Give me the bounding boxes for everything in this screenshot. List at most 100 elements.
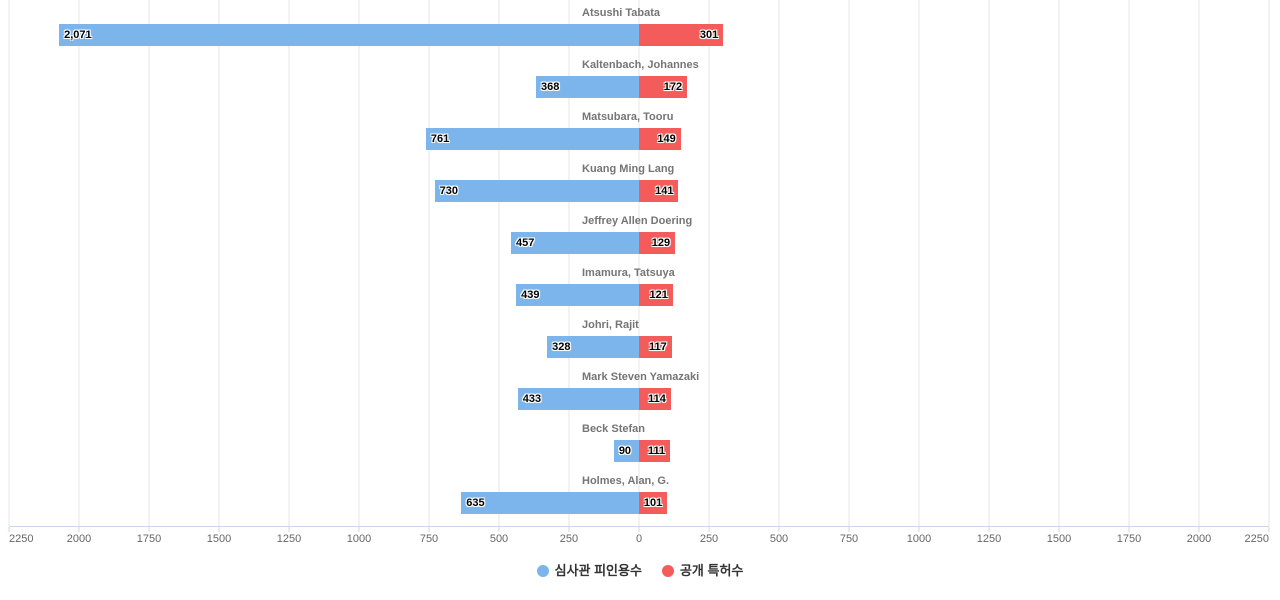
bar-examiner-citations[interactable]: 2,071 [59, 24, 639, 46]
axis-tick [1198, 527, 1200, 532]
bar-value-label: 111 [647, 445, 666, 457]
axis-tick [1058, 527, 1060, 532]
bar-published-patents[interactable]: 117 [639, 336, 672, 358]
chart-row: Holmes, Alan, G. 635 101 [9, 468, 1269, 520]
category-label: Mark Steven Yamazaki [582, 371, 700, 383]
bar-value-label: 172 [663, 81, 683, 93]
bar-value-label: 328 [552, 341, 571, 353]
axis-tick [988, 527, 990, 532]
plot-area: Atsushi Tabata 2,071 301 Kaltenbach, Johann… [8, 0, 1270, 532]
legend-marker-circle [536, 565, 549, 577]
chart-row: Atsushi Tabata 2,071 301 [9, 0, 1269, 52]
bar-published-patents[interactable]: 149 [639, 128, 681, 150]
legend-label: 공개 특허수 [679, 563, 744, 578]
bar-value-label: 439 [521, 289, 540, 301]
chart-rows: Atsushi Tabata 2,071 301 Kaltenbach, Johann… [9, 0, 1269, 520]
bar-value-label: 2,071 [64, 29, 92, 41]
bar-value-label: 121 [649, 289, 668, 301]
gridline [848, 0, 850, 526]
bar-examiner-citations[interactable]: 761 [425, 128, 639, 150]
axis-tick-label: 1250 [976, 533, 1002, 545]
axis-tick [918, 527, 920, 532]
bar-value-label: 117 [649, 341, 667, 353]
axis-tick-label: 250 [559, 533, 579, 545]
gridline [1198, 0, 1200, 526]
bar-published-patents[interactable]: 101 [639, 492, 668, 514]
chart-row: Johri, Rajit 328 117 [9, 312, 1269, 364]
bar-value-label: 635 [466, 497, 485, 509]
axis-tick [1268, 527, 1270, 532]
axis-tick [1128, 527, 1130, 532]
category-label: Matsubara, Tooru [582, 111, 674, 123]
bar-published-patents[interactable]: 129 [639, 232, 676, 254]
bar-value-label: 129 [651, 237, 671, 249]
axis-tick [428, 527, 430, 532]
gridline [148, 0, 150, 526]
axis-tick [288, 527, 290, 532]
axis-tick-label: 250 [699, 533, 719, 545]
gridline [218, 0, 220, 526]
gridline [78, 0, 80, 526]
category-label: Atsushi Tabata [582, 7, 661, 19]
category-label: Imamura, Tatsuya [582, 267, 675, 279]
chart-row: Kuang Ming Lang 730 141 [9, 156, 1269, 208]
axis-tick [708, 527, 710, 532]
gridline [288, 0, 290, 526]
axis-tick-label: 1500 [1046, 533, 1072, 545]
bar-value-label: 457 [516, 237, 535, 249]
bar-published-patents[interactable]: 121 [639, 284, 673, 306]
chart-row: Mark Steven Yamazaki 433 114 [9, 364, 1269, 416]
gridline [778, 0, 780, 526]
gridline [568, 0, 570, 526]
gridline [918, 0, 920, 526]
axis-tick-label: 1750 [1116, 533, 1142, 545]
bar-published-patents[interactable]: 111 [639, 440, 671, 462]
bar-examiner-citations[interactable]: 730 [434, 180, 639, 202]
axis-tick-label: 500 [769, 533, 789, 545]
gridline [708, 0, 710, 526]
bar-examiner-citations[interactable]: 90 [613, 440, 639, 462]
axis-tick-label: 0 [635, 533, 643, 545]
bar-examiner-citations[interactable]: 433 [517, 388, 639, 410]
bar-value-label: 114 [648, 393, 666, 405]
legend-item-published-patents[interactable]: 공개 특허수 [661, 563, 744, 579]
axis-tick-label: 2250 [1244, 533, 1269, 545]
axis-tick [78, 527, 80, 532]
axis-tick-label: 1750 [136, 533, 162, 545]
chart-row: Matsubara, Tooru 761 149 [9, 104, 1269, 156]
bar-published-patents[interactable]: 114 [639, 388, 671, 410]
axis-tick-label: 1000 [906, 533, 932, 545]
legend-marker-circle [661, 565, 674, 577]
gridline [1268, 0, 1270, 526]
bar-examiner-citations[interactable]: 368 [535, 76, 639, 98]
bar-value-label: 101 [643, 497, 663, 509]
axis-tick-label: 750 [419, 533, 439, 545]
category-label: Jeffrey Allen Doering [582, 215, 693, 227]
bar-value-label: 90 [618, 445, 632, 457]
axis-tick [218, 527, 220, 532]
gridline [638, 0, 640, 526]
x-axis-labels: 2250 2000 1750 1500 1250 1000 750 500 250 0 250 500… [9, 533, 1269, 549]
axis-tick [148, 527, 150, 532]
bar-examiner-citations[interactable]: 328 [547, 336, 639, 358]
axis-tick [778, 527, 780, 532]
axis-tick [498, 527, 500, 532]
bar-value-label: 141 [655, 185, 674, 197]
gridline [498, 0, 500, 526]
axis-tick [848, 527, 850, 532]
bar-examiner-citations[interactable]: 439 [516, 284, 639, 306]
bar-published-patents[interactable]: 141 [639, 180, 679, 202]
gridline [428, 0, 430, 526]
bar-examiner-citations[interactable]: 457 [511, 232, 639, 254]
bar-value-label: 368 [540, 81, 560, 93]
legend-item-examiner-citations[interactable]: 심사관 피인용수 [536, 563, 642, 579]
axis-tick [8, 527, 10, 532]
axis-tick-label: 1000 [346, 533, 372, 545]
axis-tick-label: 1500 [206, 533, 232, 545]
bar-examiner-citations[interactable]: 635 [461, 492, 639, 514]
bar-value-label: 730 [439, 185, 458, 197]
bar-published-patents[interactable]: 301 [639, 24, 724, 46]
legend-label: 심사관 피인용수 [554, 563, 642, 578]
bar-published-patents[interactable]: 172 [639, 76, 688, 98]
